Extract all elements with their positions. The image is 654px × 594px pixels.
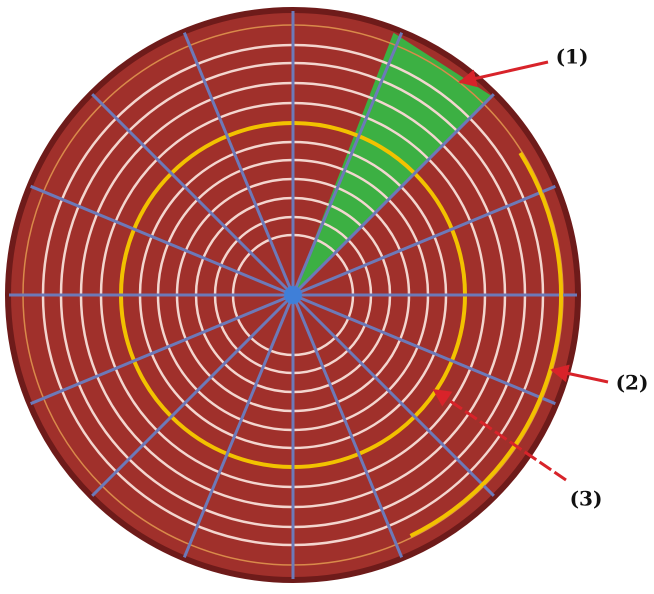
spindle xyxy=(284,286,302,304)
label: (3) xyxy=(570,487,603,511)
spoke xyxy=(291,293,495,497)
spoke xyxy=(30,293,294,406)
label: (1) xyxy=(556,45,589,69)
spoke xyxy=(91,93,295,297)
spoke xyxy=(30,184,294,297)
spoke xyxy=(292,293,556,406)
spoke xyxy=(182,294,295,558)
spoke xyxy=(291,93,495,297)
arrow xyxy=(550,364,609,384)
spoke xyxy=(292,184,556,297)
spokes xyxy=(9,11,577,579)
spoke xyxy=(291,32,404,296)
arrow xyxy=(458,60,549,88)
arrow xyxy=(432,388,567,482)
spoke xyxy=(91,293,295,497)
spoke xyxy=(291,294,404,558)
sector xyxy=(293,32,492,295)
spoke xyxy=(182,32,295,296)
label: (2) xyxy=(616,371,649,395)
